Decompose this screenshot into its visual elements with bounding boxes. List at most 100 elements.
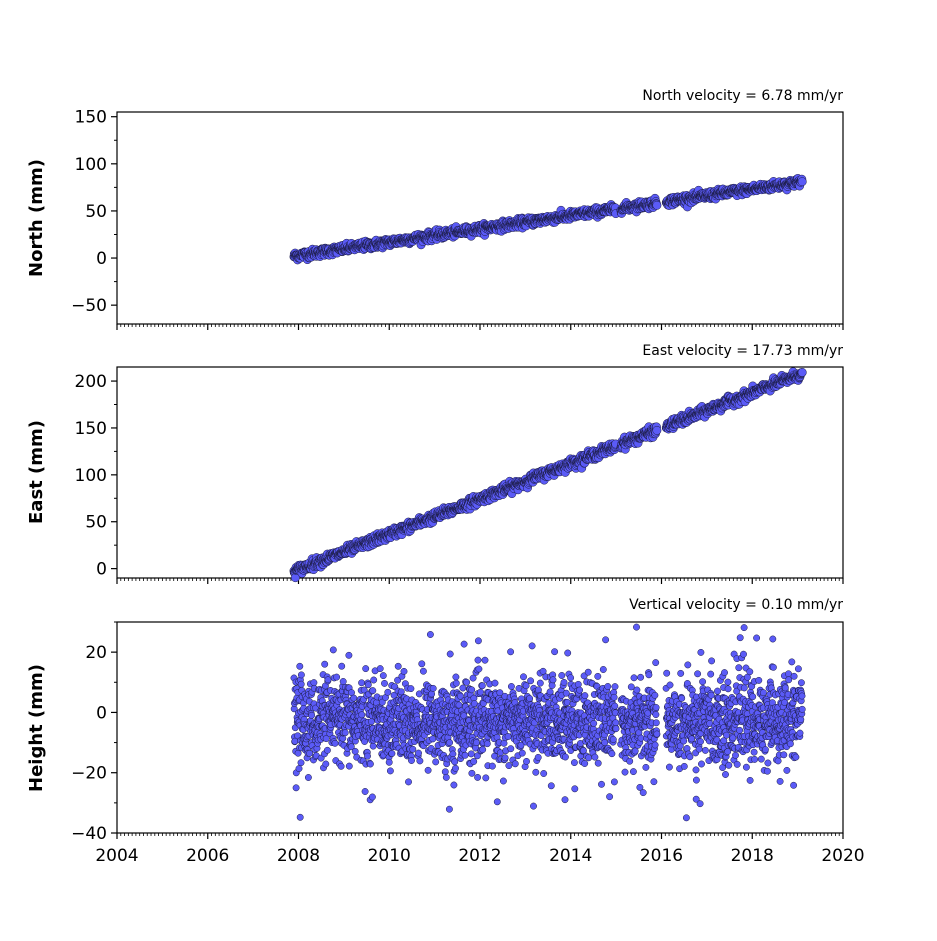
data-point [332, 740, 338, 746]
data-point [535, 687, 541, 693]
data-point [311, 679, 317, 685]
data-point [442, 769, 448, 775]
data-point [469, 687, 475, 693]
data-point [471, 758, 477, 764]
data-point [340, 678, 346, 684]
data-point [346, 652, 352, 658]
x-tick-label: 2014 [549, 846, 592, 866]
data-point [385, 689, 391, 695]
height-ytick-label: −40 [71, 824, 107, 844]
data-point [460, 685, 466, 691]
east-points [290, 368, 807, 582]
data-point [512, 761, 518, 767]
data-point [367, 761, 373, 767]
east-ytick-label: 100 [75, 466, 107, 486]
x-tick-label: 2020 [821, 846, 864, 866]
north-x-ticks [117, 324, 843, 330]
east-ytick-label: 200 [75, 372, 107, 392]
data-point [395, 663, 401, 669]
data-point [401, 668, 407, 674]
height-y-ticks: 200−20−40 [71, 622, 117, 844]
data-point [298, 760, 304, 766]
data-point [296, 765, 302, 771]
data-point [446, 739, 452, 745]
data-point [371, 677, 377, 683]
data-point [362, 788, 368, 794]
data-point [443, 774, 449, 780]
north-points [290, 174, 807, 264]
height-panel: Vertical velocity = 0.10 mm/yr Height (m… [26, 597, 865, 866]
data-point [308, 712, 314, 718]
data-point [562, 797, 568, 803]
data-point [470, 675, 476, 681]
data-point [342, 730, 348, 736]
east-ytick-label: 0 [96, 560, 107, 580]
data-point [338, 763, 344, 769]
data-point [529, 643, 535, 649]
data-point [305, 774, 311, 780]
data-point [415, 750, 421, 756]
data-point [559, 672, 565, 678]
data-point [600, 666, 606, 672]
data-point [653, 426, 661, 434]
data-point [494, 799, 500, 805]
data-point [567, 675, 573, 681]
data-point [462, 752, 468, 758]
data-point [508, 683, 514, 689]
data-point [446, 806, 452, 812]
north-ytick-label: 0 [96, 249, 107, 269]
east-y-axis-label: East (mm) [26, 420, 47, 524]
north-panel: North velocity = 6.78 mm/yr North (mm) 1… [26, 88, 843, 330]
data-point [595, 673, 601, 679]
data-point [363, 665, 369, 671]
data-point [480, 746, 486, 752]
data-point [582, 692, 588, 698]
data-point [606, 794, 612, 800]
data-point [798, 368, 806, 376]
data-point [377, 665, 383, 671]
data-point [386, 759, 392, 765]
data-point [417, 758, 423, 764]
data-point [527, 678, 533, 684]
data-point [430, 685, 436, 691]
data-point [501, 740, 507, 746]
east-velocity-annotation: East velocity = 17.73 mm/yr [642, 343, 843, 359]
vertical-velocity-annotation: Vertical velocity = 0.10 mm/yr [629, 597, 843, 613]
data-point [585, 669, 591, 675]
data-point [453, 674, 459, 680]
data-point [547, 689, 553, 695]
height-points [291, 624, 806, 821]
height-y-axis-label: Height (mm) [26, 664, 47, 792]
data-point [451, 782, 457, 788]
x-tick-label: 2016 [640, 846, 683, 866]
data-point [351, 695, 357, 701]
data-point [387, 768, 393, 774]
data-point [389, 750, 395, 756]
data-point [595, 760, 601, 766]
data-point [591, 720, 597, 726]
data-point [483, 775, 489, 781]
data-point [520, 674, 526, 680]
data-point [333, 674, 339, 680]
data-point [537, 680, 543, 686]
data-point [447, 651, 453, 657]
data-point [365, 682, 371, 688]
data-point [323, 761, 329, 767]
data-point [463, 679, 469, 685]
data-point [427, 631, 433, 637]
data-point [330, 647, 336, 653]
height-ytick-label: 0 [96, 703, 107, 723]
data-point [523, 758, 529, 764]
data-point [420, 668, 426, 674]
data-point [398, 689, 404, 695]
east-x-ticks [117, 578, 843, 584]
data-point [477, 689, 483, 695]
data-point [298, 672, 304, 678]
data-point [506, 762, 512, 768]
data-point [519, 750, 525, 756]
data-point [523, 683, 529, 689]
east-ytick-label: 150 [75, 419, 107, 439]
x-tick-label: 2004 [95, 846, 138, 866]
